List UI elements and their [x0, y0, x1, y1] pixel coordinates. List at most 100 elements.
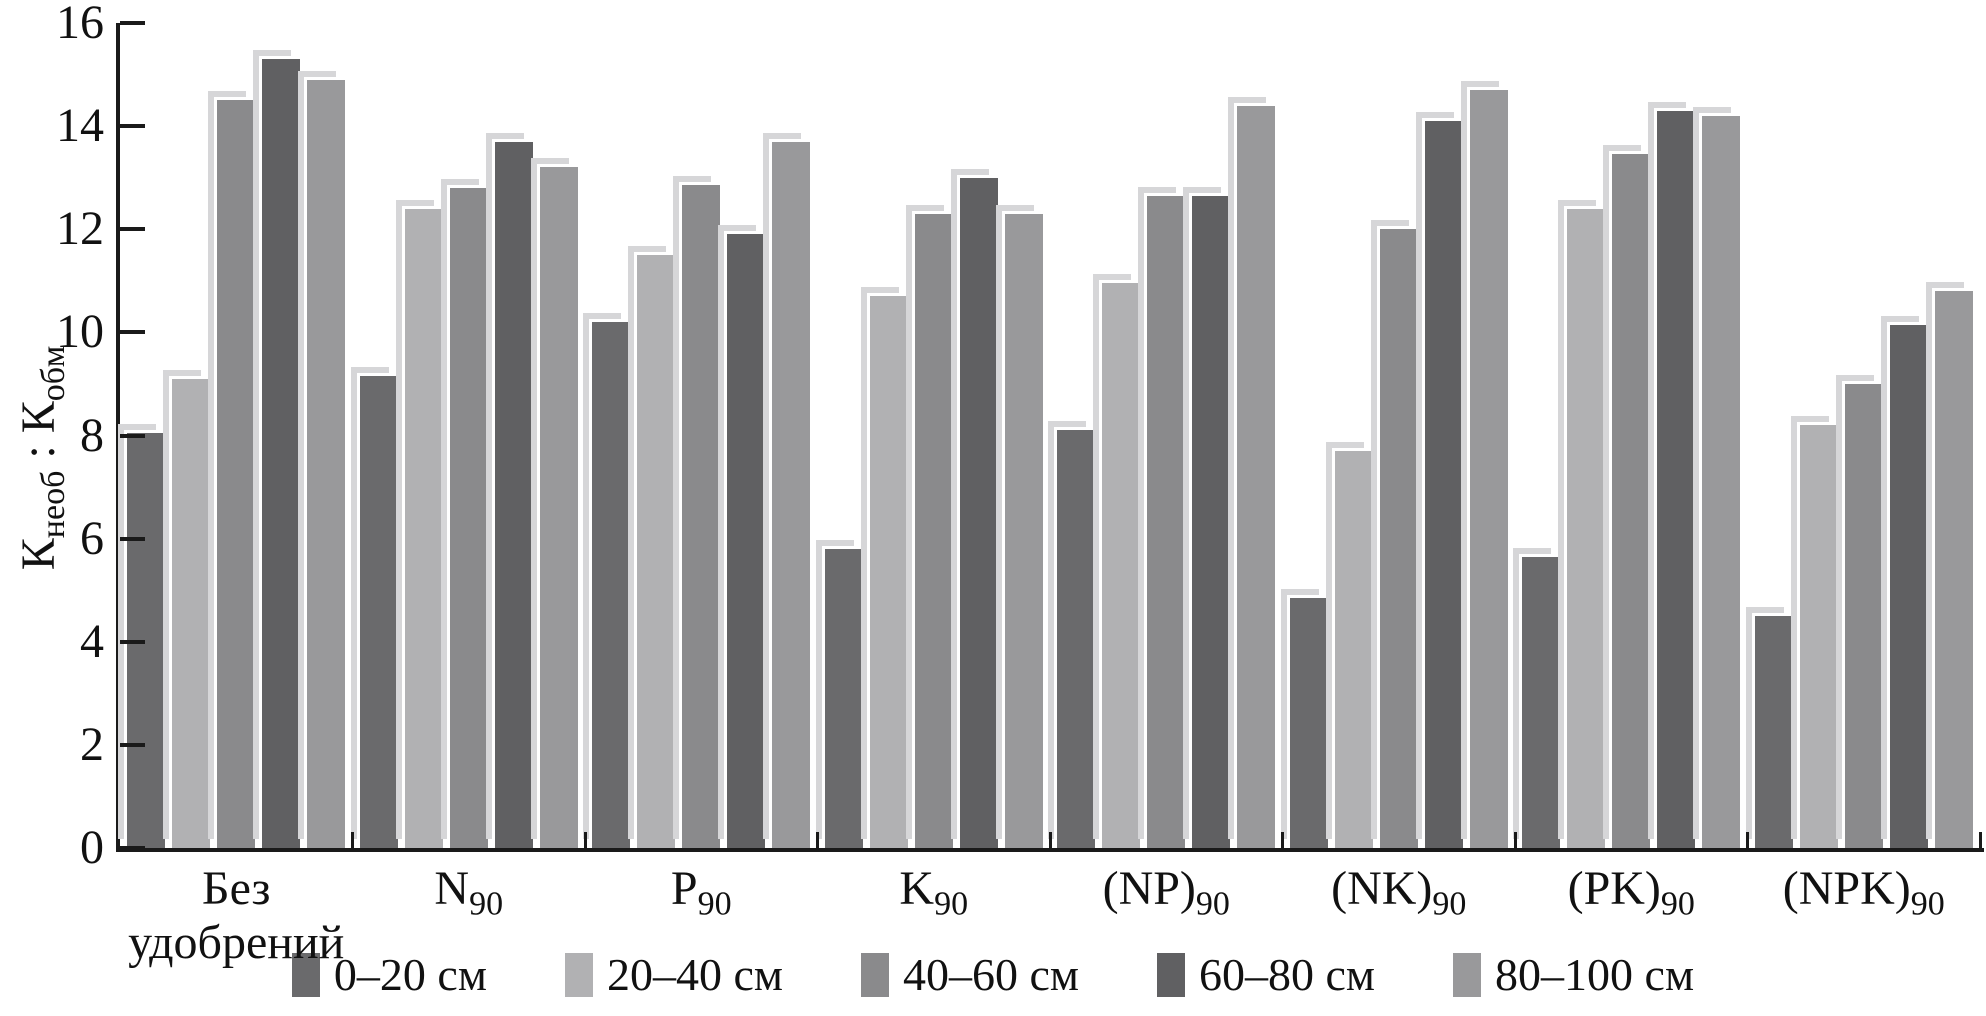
bar-20–40см-cat8	[1796, 422, 1841, 851]
bar-20–40см-cat4	[866, 293, 911, 851]
bar-60–80см-cat5	[1189, 192, 1234, 852]
legend-item-60–80см: 60–80 см	[1157, 948, 1375, 1001]
bar-60–80см-cat4	[956, 174, 1001, 852]
x-boundary-tick-2	[583, 832, 587, 848]
bar-20–40см-cat6	[1331, 447, 1376, 852]
y-tick-14	[120, 124, 145, 129]
y-tick-label-10: 10	[56, 305, 104, 359]
bar-40–60см-cat8	[1841, 380, 1886, 852]
legend: 0–20 см 20–40 см 40–60 см 60–80 см 80–100 см	[0, 948, 1986, 1001]
x-boundary-tick-5	[1281, 832, 1284, 848]
bar-60–80см-cat7	[1654, 107, 1699, 852]
y-tick-10	[120, 330, 145, 335]
x-boundary-tick-3	[816, 832, 819, 848]
bar-20–40см-cat5	[1099, 280, 1144, 851]
x-category-label-1: Без удобрений	[128, 862, 345, 969]
legend-item-0–20см: 0–20 см	[291, 948, 487, 1001]
y-tick-16	[120, 21, 145, 25]
x-category-label-7: (PK)90	[1567, 862, 1695, 923]
x-boundary-tick-6	[1513, 832, 1517, 848]
x-boundary-tick-8	[1978, 832, 1982, 848]
y-tick-4	[120, 639, 145, 644]
bar-group--PK-90	[1515, 23, 1748, 852]
legend-swatch-icon	[291, 952, 320, 997]
bar-0–20см-cat8	[1751, 612, 1796, 852]
bar-group--NP-90	[1050, 23, 1283, 852]
bar-0–20см-cat3	[589, 319, 634, 851]
legend-label: 20–40 см	[606, 949, 783, 1000]
legend-swatch-icon	[1157, 952, 1186, 997]
bar-80–100см-cat4	[1001, 210, 1046, 852]
bar-0–20см-cat6	[1286, 594, 1331, 852]
x-category-label-3: P90	[670, 862, 732, 923]
legend-item-40–60см: 40–60 см	[860, 948, 1080, 1001]
x-boundary-tick-1	[351, 832, 354, 848]
x-category-label-5: (NP)90	[1102, 862, 1230, 923]
bar-60–80см-cat8	[1886, 321, 1931, 852]
x-category-label-8: (NPK)90	[1782, 862, 1945, 923]
x-category-label-2: N90	[434, 862, 504, 923]
y-axis-line	[116, 23, 120, 852]
y-tick-label-4: 4	[80, 614, 104, 668]
legend-label: 80–100 см	[1495, 949, 1695, 1000]
bar-40–60см-cat3	[679, 182, 724, 851]
y-tick-2	[120, 742, 145, 747]
bar-80–100см-cat2	[536, 164, 581, 851]
bar-40–60см-cat2	[446, 185, 491, 851]
y-tick-0	[120, 846, 145, 850]
bar-60–80см-cat3	[724, 231, 769, 851]
legend-swatch-icon	[860, 952, 889, 997]
bar-80–100см-cat6	[1466, 87, 1511, 851]
x-boundary-tick-7	[1746, 832, 1749, 848]
bar-60–80см-cat2	[491, 138, 536, 852]
bar-80–100см-cat5	[1234, 102, 1279, 851]
bar-60–80см-cat1	[259, 56, 304, 851]
bar-40–60см-cat6	[1376, 226, 1421, 851]
legend-label: 0–20 см	[333, 949, 487, 1000]
x-category-label-4: K90	[899, 862, 969, 923]
y-tick-label-14: 14	[56, 99, 104, 153]
y-tick-8	[120, 433, 145, 438]
x-axis-line	[116, 848, 1984, 852]
bar-80–100см-cat3	[769, 138, 814, 852]
y-tick-label-0: 0	[80, 821, 104, 874]
x-boundary-tick-4	[1048, 832, 1052, 848]
y-tick-label-8: 8	[80, 408, 104, 462]
bar-group-K90	[818, 23, 1051, 852]
bar-0–20см-cat5	[1054, 427, 1099, 851]
plot-area	[120, 23, 1981, 852]
bar-group--NK-90	[1283, 23, 1516, 852]
legend-item-80–100см: 80–100 см	[1453, 948, 1694, 1001]
x-category-label-6: (NK)90	[1331, 862, 1467, 923]
bar-60–80см-cat6	[1421, 117, 1466, 852]
y-tick-label-6: 6	[80, 511, 104, 565]
bar-0–20см-cat2	[356, 373, 401, 851]
y-tick-label-12: 12	[56, 202, 104, 256]
bar-40–60см-cat7	[1609, 151, 1654, 851]
bar-80–100см-cat7	[1699, 112, 1744, 852]
bar-40–60см-cat4	[911, 210, 956, 852]
y-tick-6	[120, 536, 145, 541]
bar-20–40см-cat7	[1564, 205, 1609, 852]
bar-group-N90	[353, 23, 586, 852]
bar-80–100см-cat1	[304, 76, 349, 852]
bar-group--NPK-90	[1748, 23, 1981, 852]
bar-80–100см-cat8	[1931, 288, 1976, 851]
y-tick-label-16: 16	[56, 0, 104, 49]
bar-20–40см-cat3	[634, 252, 679, 851]
legend-swatch-icon	[564, 952, 593, 997]
bar-40–60см-cat5	[1144, 192, 1189, 852]
bar-20–40см-cat1	[169, 375, 214, 852]
bar-20–40см-cat2	[401, 205, 446, 852]
legend-item-20–40см: 20–40 см	[564, 948, 783, 1001]
bar-group-P90	[585, 23, 818, 852]
bar-group-Без-удобрений	[120, 23, 353, 852]
legend-swatch-icon	[1453, 952, 1482, 997]
legend-label: 40–60 см	[902, 949, 1080, 1000]
y-tick-12	[120, 227, 145, 232]
legend-label: 60–80 см	[1199, 949, 1376, 1000]
y-tick-label-2: 2	[80, 717, 104, 771]
bar-0–20см-cat4	[821, 545, 866, 852]
bar-40–60см-cat1	[214, 97, 259, 851]
